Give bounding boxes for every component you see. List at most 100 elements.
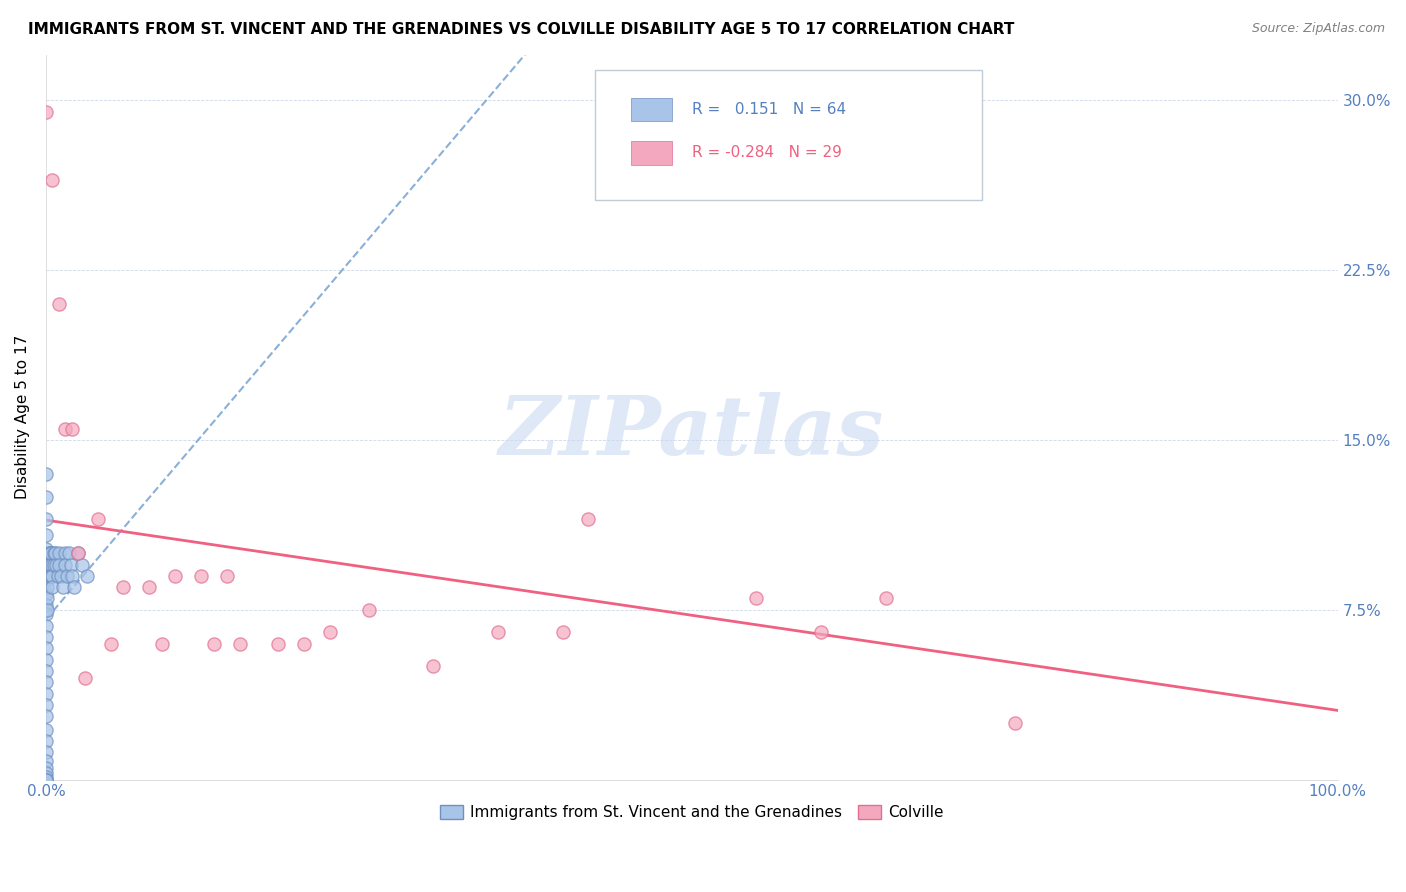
Point	[35, 772, 58, 787]
Point	[35, 664, 58, 678]
Point	[215, 569, 238, 583]
Point	[35, 709, 58, 723]
Point	[35, 574, 58, 588]
Text: ZIPatlas: ZIPatlas	[499, 392, 884, 472]
Point	[319, 625, 342, 640]
Point	[267, 637, 290, 651]
Point	[76, 569, 98, 583]
Point	[292, 637, 315, 651]
Point	[357, 603, 380, 617]
Point	[59, 558, 82, 572]
Point	[35, 772, 58, 787]
Point	[422, 659, 444, 673]
Point	[35, 599, 58, 613]
Point	[150, 637, 173, 651]
Point	[60, 569, 83, 583]
Point	[228, 637, 250, 651]
Point	[41, 558, 63, 572]
Point	[35, 746, 58, 760]
Point	[35, 528, 58, 542]
Point	[67, 546, 90, 560]
Point	[35, 734, 58, 748]
Point	[37, 558, 59, 572]
Point	[35, 641, 58, 656]
Point	[35, 607, 58, 622]
Point	[38, 546, 60, 560]
Point	[100, 637, 122, 651]
Y-axis label: Disability Age 5 to 17: Disability Age 5 to 17	[15, 335, 30, 500]
Point	[41, 569, 63, 583]
Point	[875, 591, 897, 606]
Point	[165, 569, 187, 583]
Point	[37, 569, 59, 583]
Point	[55, 569, 77, 583]
Point	[1004, 716, 1026, 731]
Point	[42, 558, 65, 572]
Point	[45, 558, 67, 572]
Point	[35, 512, 58, 526]
Point	[48, 297, 70, 311]
Point	[60, 422, 83, 436]
Point	[41, 580, 63, 594]
Point	[190, 569, 212, 583]
Point	[58, 546, 80, 560]
Point	[63, 580, 86, 594]
Point	[202, 637, 225, 651]
Point	[35, 104, 58, 119]
Text: R =   0.151   N = 64: R = 0.151 N = 64	[692, 102, 846, 117]
Point	[551, 625, 574, 640]
Point	[35, 675, 58, 690]
Point	[35, 723, 58, 737]
Point	[35, 755, 58, 769]
Point	[48, 546, 70, 560]
Point	[35, 761, 58, 775]
Point	[35, 618, 58, 632]
Point	[46, 569, 69, 583]
Point	[35, 467, 58, 481]
Point	[37, 591, 59, 606]
Point	[53, 422, 76, 436]
Text: IMMIGRANTS FROM ST. VINCENT AND THE GRENADINES VS COLVILLE DISABILITY AGE 5 TO 1: IMMIGRANTS FROM ST. VINCENT AND THE GREN…	[28, 22, 1015, 37]
Text: R = -0.284   N = 29: R = -0.284 N = 29	[692, 145, 842, 161]
Text: Source: ZipAtlas.com: Source: ZipAtlas.com	[1251, 22, 1385, 36]
Point	[39, 546, 62, 560]
Point	[41, 172, 63, 186]
Point	[48, 558, 70, 572]
Point	[35, 770, 58, 784]
Point	[51, 569, 73, 583]
Point	[38, 558, 60, 572]
Point	[112, 580, 135, 594]
Point	[578, 512, 600, 526]
FancyBboxPatch shape	[595, 70, 983, 200]
Point	[53, 546, 76, 560]
Point	[38, 558, 60, 572]
Point	[70, 558, 93, 572]
Point	[35, 687, 58, 701]
Point	[35, 765, 58, 780]
Legend: Immigrants from St. Vincent and the Grenadines, Colville: Immigrants from St. Vincent and the Gren…	[433, 799, 950, 826]
Point	[35, 562, 58, 576]
Point	[37, 580, 59, 594]
Point	[73, 671, 96, 685]
Point	[810, 625, 832, 640]
Point	[35, 490, 58, 504]
Point	[35, 698, 58, 712]
Point	[67, 546, 90, 560]
Point	[39, 569, 62, 583]
Point	[138, 580, 160, 594]
Point	[53, 558, 76, 572]
Point	[35, 630, 58, 644]
FancyBboxPatch shape	[631, 98, 672, 121]
Point	[35, 587, 58, 601]
Point	[745, 591, 768, 606]
Point	[35, 772, 58, 787]
Point	[42, 546, 65, 560]
Point	[44, 546, 66, 560]
Point	[38, 569, 60, 583]
FancyBboxPatch shape	[631, 141, 672, 164]
Point	[486, 625, 509, 640]
Point	[37, 603, 59, 617]
Point	[86, 512, 108, 526]
Point	[52, 580, 75, 594]
Point	[35, 652, 58, 666]
